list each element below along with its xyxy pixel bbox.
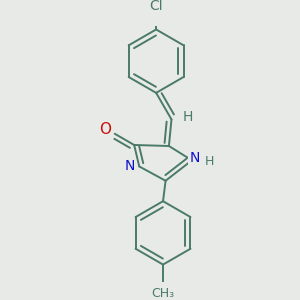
Text: N: N: [189, 151, 200, 165]
Text: O: O: [100, 122, 112, 137]
Text: Cl: Cl: [149, 0, 163, 14]
Text: CH₃: CH₃: [152, 287, 175, 300]
Text: H: H: [183, 110, 193, 124]
Text: N: N: [125, 159, 135, 173]
Text: H: H: [205, 155, 214, 168]
